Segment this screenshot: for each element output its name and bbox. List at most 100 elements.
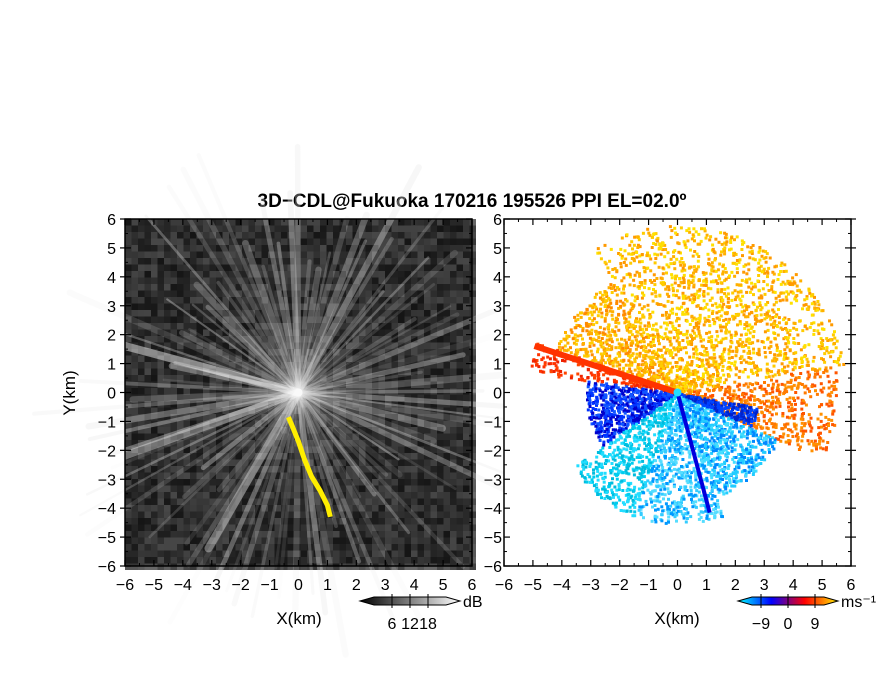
noise-cell bbox=[320, 459, 327, 466]
velocity-pixel bbox=[698, 316, 702, 320]
noise-cell bbox=[424, 485, 431, 492]
noise-cell bbox=[437, 479, 444, 486]
noise-cell bbox=[255, 388, 262, 395]
velocity-pixel bbox=[712, 359, 716, 363]
noise-cell bbox=[372, 277, 379, 284]
velocity-pixel bbox=[690, 390, 694, 394]
noise-cell bbox=[307, 271, 314, 278]
velocity-pixel bbox=[742, 264, 746, 268]
noise-cell bbox=[203, 225, 210, 232]
noise-cell bbox=[391, 531, 398, 538]
velocity-pixel bbox=[775, 357, 779, 361]
noise-cell bbox=[235, 557, 242, 564]
noise-cell bbox=[443, 375, 450, 382]
noise-cell bbox=[359, 466, 366, 473]
noise-cell bbox=[170, 453, 177, 460]
noise-cell bbox=[450, 524, 457, 531]
noise-cell bbox=[183, 466, 190, 473]
velocity-pixel bbox=[647, 336, 650, 339]
noise-cell bbox=[222, 524, 229, 531]
velocity-pixel bbox=[653, 289, 657, 293]
velocity-pixel bbox=[689, 340, 693, 344]
velocity-pixel bbox=[713, 356, 717, 360]
noise-cell bbox=[404, 329, 411, 336]
velocity-pixel bbox=[686, 361, 690, 365]
noise-cell bbox=[248, 349, 255, 356]
noise-cell bbox=[437, 362, 444, 369]
velocity-pixel bbox=[707, 340, 711, 343]
noise-cell bbox=[450, 453, 457, 460]
velocity-pixel bbox=[818, 367, 822, 371]
velocity-pixel bbox=[802, 355, 806, 359]
velocity-pixel bbox=[772, 303, 776, 307]
noise-cell bbox=[144, 394, 151, 401]
noise-cell bbox=[398, 381, 405, 388]
noise-cell bbox=[170, 511, 177, 518]
velocity-pixel bbox=[736, 294, 740, 298]
noise-cell bbox=[339, 329, 346, 336]
noise-cell bbox=[216, 511, 223, 518]
noise-cell bbox=[365, 472, 372, 479]
noise-cell bbox=[443, 245, 450, 252]
noise-cell bbox=[430, 466, 437, 473]
noise-cell bbox=[352, 245, 359, 252]
noise-cell bbox=[144, 453, 151, 460]
noise-cell bbox=[196, 407, 203, 414]
velocity-pixel bbox=[825, 349, 829, 353]
noise-cell bbox=[359, 505, 366, 512]
velocity-pixel bbox=[786, 336, 790, 340]
noise-cell bbox=[151, 388, 158, 395]
velocity-pixel bbox=[792, 341, 796, 345]
velocity-pixel bbox=[698, 242, 702, 246]
velocity-pixel bbox=[755, 366, 759, 370]
noise-cell bbox=[196, 537, 203, 544]
velocity-pixel bbox=[715, 305, 719, 309]
noise-cell bbox=[261, 375, 268, 382]
noise-cell bbox=[300, 492, 307, 499]
velocity-pixel bbox=[710, 335, 714, 339]
noise-cell bbox=[378, 336, 385, 343]
noise-cell bbox=[424, 531, 431, 538]
noise-cell bbox=[222, 225, 229, 232]
velocity-pixel bbox=[672, 336, 676, 340]
noise-cell bbox=[320, 316, 327, 323]
noise-cell bbox=[229, 271, 236, 278]
noise-cell bbox=[190, 505, 197, 512]
noise-cell bbox=[177, 290, 184, 297]
velocity-pixel bbox=[694, 349, 698, 353]
velocity-pixel bbox=[704, 277, 708, 281]
noise-cell bbox=[294, 472, 301, 479]
noise-cell bbox=[450, 531, 457, 538]
noise-cell bbox=[170, 407, 177, 414]
noise-cell bbox=[339, 544, 346, 551]
noise-cell bbox=[430, 453, 437, 460]
noise-cell bbox=[274, 485, 281, 492]
velocity-pixel bbox=[787, 341, 791, 345]
noise-cell bbox=[352, 284, 359, 291]
noise-cell bbox=[320, 518, 327, 525]
velocity-pixel bbox=[833, 336, 837, 340]
beam-ray bbox=[66, 289, 302, 396]
noise-cell bbox=[138, 342, 145, 349]
noise-cell bbox=[307, 342, 314, 349]
noise-cell bbox=[196, 303, 203, 310]
noise-cell bbox=[177, 303, 184, 310]
noise-cell bbox=[196, 427, 203, 434]
noise-cell bbox=[281, 414, 288, 421]
noise-cell bbox=[398, 505, 405, 512]
velocity-pixel bbox=[597, 310, 601, 314]
noise-cell bbox=[138, 407, 145, 414]
noise-cell bbox=[320, 427, 327, 434]
velocity-pixel bbox=[586, 332, 590, 336]
noise-cell bbox=[391, 492, 398, 499]
noise-cell bbox=[177, 427, 184, 434]
noise-cell bbox=[170, 498, 177, 505]
noise-cell bbox=[261, 368, 268, 375]
velocity-pixel bbox=[651, 299, 655, 303]
noise-cell bbox=[196, 284, 203, 291]
velocity-pixel bbox=[769, 317, 773, 321]
velocity-pixel bbox=[712, 279, 716, 283]
noise-cell bbox=[229, 518, 236, 525]
noise-cell bbox=[203, 277, 210, 284]
noise-cell bbox=[287, 459, 294, 466]
